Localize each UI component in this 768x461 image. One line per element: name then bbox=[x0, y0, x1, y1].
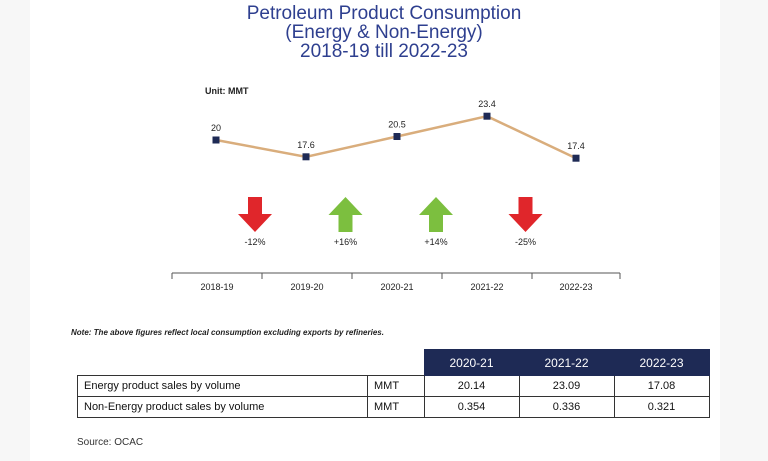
line-chart: 20 17.6 20.5 23.4 17.4 -12% +16% +14% -25% 2018-1… bbox=[171, 99, 621, 292]
title-line-2: (Energy & Non-Energy) bbox=[285, 22, 483, 43]
data-point bbox=[302, 153, 310, 161]
table-row: Non-Energy product sales by volume MMT 0… bbox=[77, 396, 710, 418]
table-header-year: 2020-21 bbox=[423, 349, 520, 376]
row-label: Non-Energy product sales by volume bbox=[77, 396, 368, 418]
x-tick-label: 2021-22 bbox=[470, 282, 503, 292]
chart-title: Petroleum Product Consumption (Energy & … bbox=[0, 4, 768, 61]
table-header-blank bbox=[78, 350, 368, 376]
data-label: 20 bbox=[211, 123, 221, 133]
up-arrow-icon bbox=[419, 197, 453, 232]
data-point bbox=[572, 154, 580, 162]
title-line-3: 2018-19 till 2022-23 bbox=[300, 41, 468, 62]
x-tick-label: 2018-19 bbox=[200, 282, 233, 292]
data-point bbox=[212, 136, 220, 144]
table-row: Energy product sales by volume MMT 20.14… bbox=[77, 375, 710, 397]
sales-table: 2020-21 2021-22 2022-23 Energy product s… bbox=[77, 349, 710, 418]
table-header-row: 2020-21 2021-22 2022-23 bbox=[78, 349, 710, 376]
table-header-year: 2021-22 bbox=[518, 349, 615, 376]
row-unit: MMT bbox=[367, 396, 425, 418]
table-cell: 0.336 bbox=[518, 396, 615, 418]
source-note: Source: OCAC bbox=[77, 437, 144, 448]
table-header-unit-blank bbox=[368, 350, 425, 376]
x-tick-label: 2020-21 bbox=[380, 282, 413, 292]
data-label: 17.4 bbox=[567, 141, 585, 151]
x-tick-label: 2019-20 bbox=[290, 282, 323, 292]
data-point bbox=[483, 112, 491, 120]
footnote: Note: The above figures reflect local co… bbox=[71, 328, 384, 337]
down-arrow-icon bbox=[508, 197, 543, 232]
title-line-1: Petroleum Product Consumption bbox=[246, 3, 522, 24]
change-label: -12% bbox=[244, 237, 265, 247]
table-cell: 23.09 bbox=[518, 375, 615, 397]
row-label: Energy product sales by volume bbox=[77, 375, 368, 397]
unit-label: Unit: MMT bbox=[205, 86, 249, 96]
row-unit: MMT bbox=[367, 375, 425, 397]
table-cell: 0.321 bbox=[613, 396, 710, 418]
down-arrow-icon bbox=[238, 197, 272, 232]
table-header-year: 2022-23 bbox=[613, 349, 710, 376]
data-point bbox=[393, 133, 401, 140]
change-label: -25% bbox=[515, 237, 536, 247]
table-cell: 0.354 bbox=[423, 396, 520, 418]
up-arrow-icon bbox=[328, 197, 363, 232]
data-label: 20.5 bbox=[388, 120, 406, 130]
table-cell: 20.14 bbox=[423, 375, 520, 397]
change-label: +14% bbox=[424, 237, 447, 247]
data-label: 17.6 bbox=[297, 140, 315, 150]
data-label: 23.4 bbox=[478, 99, 496, 109]
x-tick-label: 2022-23 bbox=[559, 282, 592, 292]
change-label: +16% bbox=[334, 237, 357, 247]
table-cell: 17.08 bbox=[613, 375, 710, 397]
